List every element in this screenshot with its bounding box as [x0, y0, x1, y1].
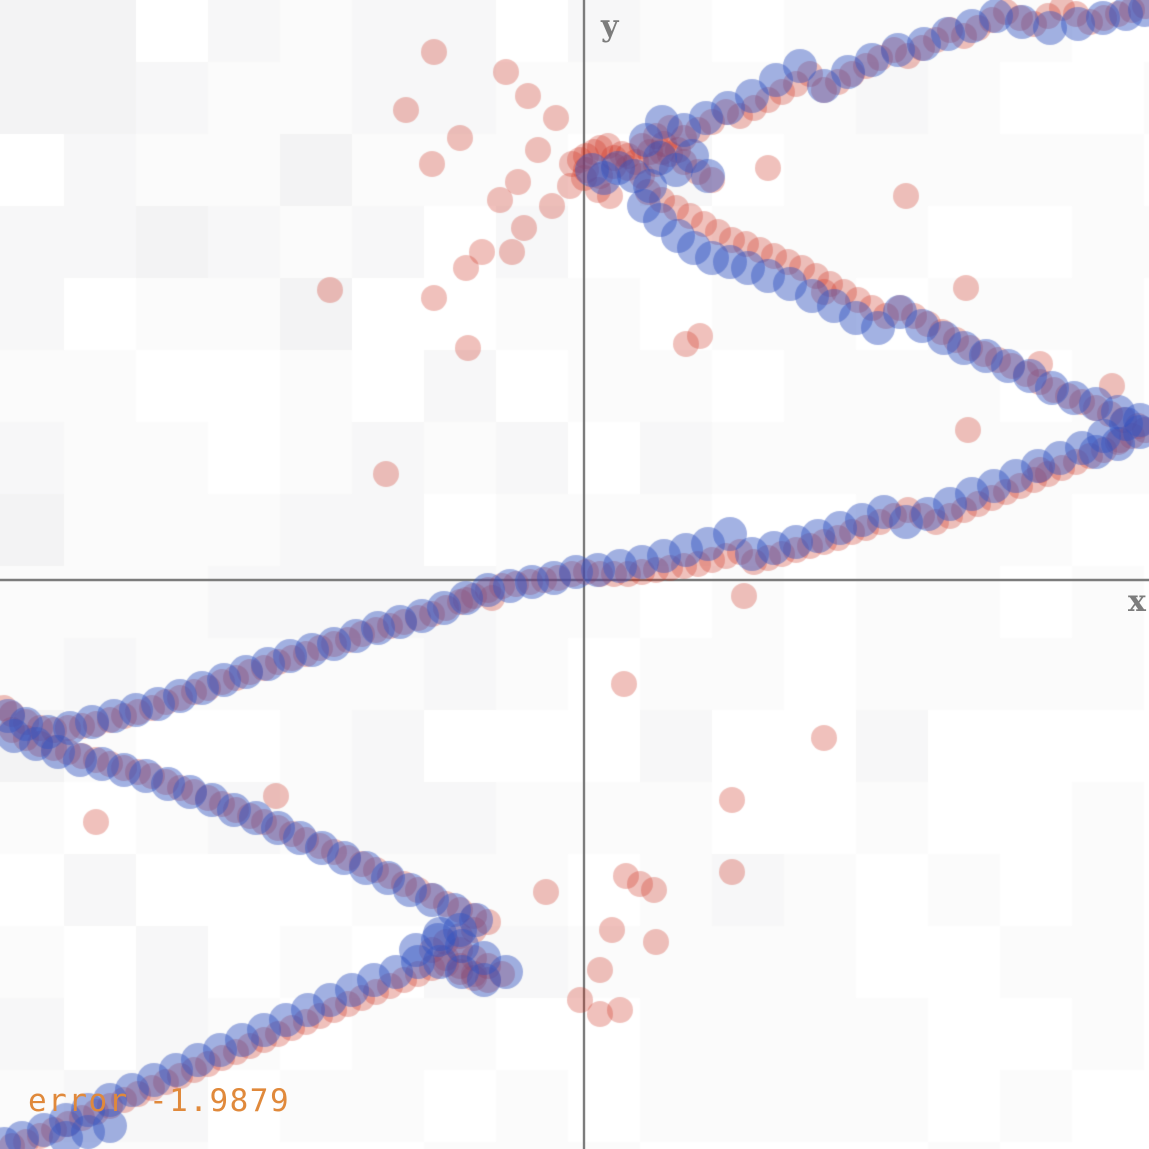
- data-point-layer: [0, 0, 1149, 1149]
- scatter-plot-canvas: y x error -1.9879: [0, 0, 1149, 1149]
